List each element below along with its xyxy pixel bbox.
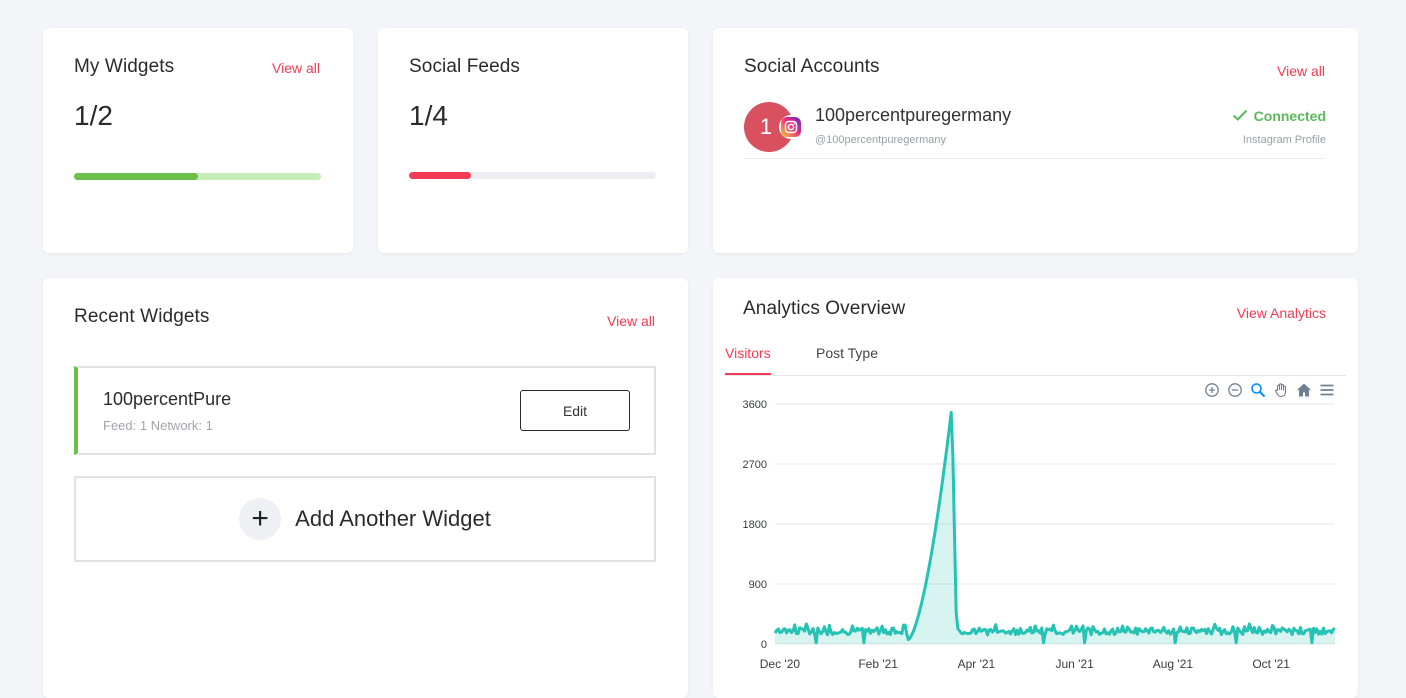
my-widgets-progress-track <box>74 173 321 180</box>
selection-zoom-icon[interactable] <box>1249 381 1267 399</box>
connection-status-label: Connected <box>1253 108 1326 124</box>
widget-meta: Feed: 1 Network: 1 <box>103 418 213 433</box>
recent-widgets-card: Recent Widgets View all 100percentPure F… <box>43 278 688 698</box>
y-tick-label: 900 <box>749 579 767 591</box>
social-accounts-card: Social Accounts View all 1 100percentpur… <box>713 28 1358 253</box>
pan-icon[interactable] <box>1272 381 1290 399</box>
account-type: Instagram Profile <box>1242 134 1326 146</box>
zoom-in-icon[interactable] <box>1203 381 1221 399</box>
x-tick-label: Dec '20 <box>760 657 801 671</box>
plus-icon: + <box>239 498 282 540</box>
y-tick-label: 1800 <box>743 519 767 531</box>
chart-toolbar <box>1203 381 1336 399</box>
recent-widgets-title: Recent Widgets <box>74 306 210 327</box>
x-tick-label: Oct '21 <box>1252 657 1290 671</box>
recent-widgets-view-all-link[interactable]: View all <box>607 313 655 329</box>
x-tick-label: Apr '21 <box>958 657 996 671</box>
edit-button[interactable]: Edit <box>520 390 630 431</box>
view-analytics-link[interactable]: View Analytics <box>1236 305 1326 321</box>
social-feeds-progress-track <box>409 172 656 179</box>
analytics-tabs: Visitors Post Type <box>724 340 1346 376</box>
check-icon <box>1232 108 1248 124</box>
account-handle: @100percentpuregermany <box>815 134 947 146</box>
tab-visitors[interactable]: Visitors <box>725 345 771 375</box>
list-item[interactable]: 100percentPure Feed: 1 Network: 1 Edit <box>74 366 656 455</box>
analytics-title: Analytics Overview <box>743 298 906 319</box>
social-feeds-title: Social Feeds <box>409 56 521 77</box>
my-widgets-count: 1/2 <box>74 100 113 131</box>
my-widgets-card: My Widgets View all 1/2 <box>43 28 353 253</box>
y-tick-label: 2700 <box>743 459 767 471</box>
home-icon[interactable] <box>1295 381 1313 399</box>
account-name[interactable]: 100percentpuregermany <box>815 105 1012 125</box>
social-feeds-card: Social Feeds 1/4 <box>378 28 688 253</box>
analytics-card: Analytics Overview View Analytics Visito… <box>713 278 1358 698</box>
visitors-area <box>775 412 1335 644</box>
y-tick-label: 0 <box>761 639 767 651</box>
social-accounts-title: Social Accounts <box>744 56 880 77</box>
social-feeds-progress-fill <box>409 172 471 179</box>
tab-post-type[interactable]: Post Type <box>816 345 879 361</box>
social-accounts-view-all-link[interactable]: View all <box>1277 63 1325 79</box>
visitors-line <box>773 410 1336 645</box>
x-tick-label: Aug '21 <box>1153 657 1194 671</box>
x-tick-label: Jun '21 <box>1055 657 1094 671</box>
my-widgets-view-all-link[interactable]: View all <box>272 60 320 76</box>
my-widgets-progress-fill <box>74 173 198 180</box>
connection-status: Connected <box>1232 108 1326 124</box>
x-tick-label: Feb '21 <box>858 657 898 671</box>
account-divider <box>744 158 1326 159</box>
instagram-icon <box>779 115 803 139</box>
social-feeds-count: 1/4 <box>409 100 448 131</box>
menu-icon[interactable] <box>1318 381 1336 399</box>
add-widget-button[interactable]: + Add Another Widget <box>74 476 656 562</box>
zoom-out-icon[interactable] <box>1226 381 1244 399</box>
widget-name: 100percentPure <box>103 389 232 409</box>
y-tick-label: 3600 <box>743 399 767 411</box>
visitors-chart: 0 900 1800 2700 3600 Dec '20 Feb '21 Apr '21 Jun… <box>743 399 1336 671</box>
my-widgets-title: My Widgets <box>74 56 175 77</box>
add-widget-label: Add Another Widget <box>295 506 491 531</box>
